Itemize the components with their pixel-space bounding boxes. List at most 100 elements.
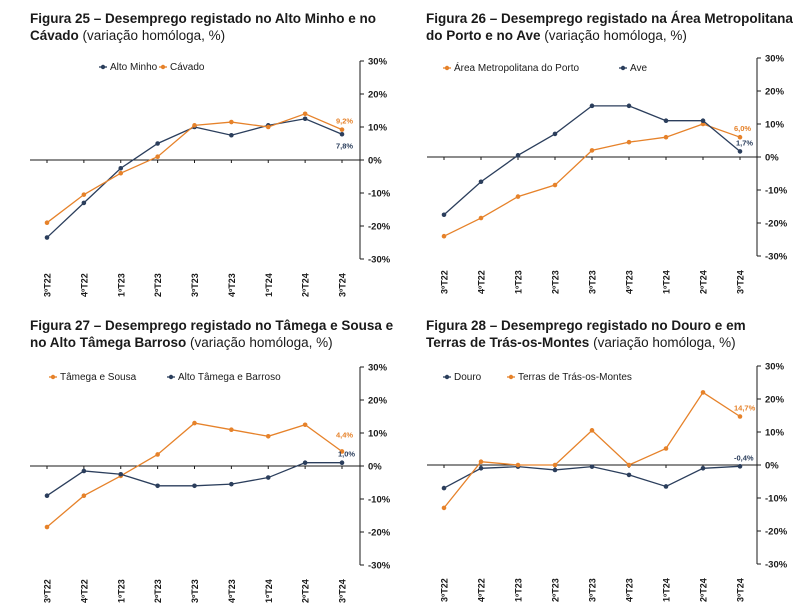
legend-label: Área Metropolitana do Porto <box>454 61 580 74</box>
data-point <box>441 212 447 218</box>
data-point <box>118 471 124 477</box>
data-point <box>478 215 484 221</box>
data-point <box>626 139 632 145</box>
series-line <box>46 422 343 528</box>
end-value-label: 6,0% <box>734 124 751 133</box>
y-tick-label: -30% <box>368 255 391 266</box>
figure-title: Figura 27 – Desemprego registado no Tâme… <box>30 317 400 351</box>
x-tick-label: 4ºT23 <box>227 579 237 603</box>
end-value-label: 4,4% <box>336 430 353 439</box>
data-point <box>515 462 521 468</box>
data-point <box>552 131 558 137</box>
y-tick-label: 30% <box>765 54 785 65</box>
legend-label: Terras de Trás-os-Montes <box>518 372 632 383</box>
figure-28: Figura 28 – Desemprego registado no Dour… <box>400 305 809 609</box>
y-tick-label: 0% <box>368 462 382 473</box>
data-point <box>229 427 234 432</box>
x-tick-label: 1ºT24 <box>662 270 672 294</box>
data-point <box>302 111 308 117</box>
x-tick-label: 3ºT22 <box>440 578 450 602</box>
data-point <box>229 132 234 138</box>
data-point <box>192 420 197 426</box>
figure-title-subtitle: (variação homóloga, %) <box>190 335 333 350</box>
y-tick-label: 30% <box>765 362 785 373</box>
data-point <box>339 449 345 454</box>
data-point <box>229 119 234 125</box>
x-tick-label: 4ºT22 <box>79 273 89 297</box>
x-tick-label: 3ºT23 <box>588 578 598 602</box>
legend-item: Área Metropolitana do Porto <box>443 61 580 74</box>
chart-figure-25: 30% 20% 10% 0% -10% -20% -30% 3ºT22 4ºT22 1ºT23 2º… <box>30 57 391 297</box>
legend-item: Ave <box>619 63 647 74</box>
data-point <box>81 493 87 498</box>
data-point <box>81 200 87 206</box>
series-line <box>443 105 741 216</box>
figure-title-bold: Figura 28 – Desemprego registado no Dour… <box>426 318 746 350</box>
series-line <box>443 465 741 489</box>
x-tick-label: 3ºT24 <box>736 578 746 602</box>
data-point <box>663 484 669 489</box>
data-point <box>81 192 87 197</box>
data-point <box>589 464 595 469</box>
data-point <box>192 483 197 489</box>
legend-label: Tâmega e Sousa <box>60 372 137 383</box>
series-line <box>443 391 741 509</box>
data-point <box>265 434 271 439</box>
x-tick-label: 3ºT22 <box>440 270 450 294</box>
data-point <box>700 121 706 127</box>
x-tick-label: 3ºT23 <box>190 273 200 297</box>
x-tick-label: 3ºT23 <box>190 579 200 603</box>
legend-item: Alto Minho <box>99 62 158 73</box>
data-point <box>155 154 160 159</box>
legend-label: Alto Tâmega e Barroso <box>178 372 281 383</box>
legend-item: Cávado <box>159 62 205 73</box>
legend-swatch-marker <box>50 374 56 380</box>
data-point <box>118 165 124 171</box>
end-value-label: 1,7% <box>736 138 753 147</box>
data-point <box>44 220 50 225</box>
data-point <box>589 428 595 433</box>
legend-swatch-marker <box>444 65 450 71</box>
data-point <box>44 235 50 240</box>
data-point <box>515 153 521 158</box>
data-point <box>81 468 87 474</box>
y-tick-label: 30% <box>368 57 388 68</box>
data-point <box>302 422 308 428</box>
data-point <box>552 462 558 468</box>
series-line <box>46 113 343 224</box>
data-point <box>441 485 447 491</box>
x-tick-label: 1ºT24 <box>264 273 274 297</box>
y-tick-label: -20% <box>765 219 788 230</box>
legend-swatch-marker <box>508 374 514 380</box>
figure-title: Figura 28 – Desemprego registado no Dour… <box>426 317 786 351</box>
y-tick-label: 10% <box>368 123 388 134</box>
legend-label: Ave <box>630 63 647 74</box>
data-point <box>737 134 743 140</box>
legend-swatch-marker <box>168 374 174 380</box>
data-point <box>700 118 706 123</box>
data-point <box>515 194 521 199</box>
legend-swatch-marker <box>100 64 106 70</box>
x-tick-label: 2ºT23 <box>551 270 561 294</box>
data-point <box>737 414 743 419</box>
y-tick-label: -30% <box>765 560 788 571</box>
chart-figure-27: 30% 20% 10% 0% -10% -20% -30% 3ºT22 4ºT22 1ºT23 2º… <box>30 363 391 603</box>
x-tick-label: 2ºT24 <box>301 273 311 297</box>
figure-title: Figura 26 – Desemprego registado na Área… <box>426 10 806 44</box>
x-tick-label: 4ºT23 <box>625 270 635 294</box>
data-point <box>265 124 271 130</box>
data-point <box>302 116 308 122</box>
x-tick-label: 3ºT22 <box>43 273 53 297</box>
figure-title-bold: Figura 27 – Desemprego registado no Tâme… <box>30 318 394 350</box>
figure-title-subtitle: (variação homóloga, %) <box>82 28 226 43</box>
legend-label: Cávado <box>170 62 205 73</box>
y-tick-label: -20% <box>765 527 788 538</box>
data-point <box>441 233 447 239</box>
data-point <box>478 466 484 471</box>
y-tick-label: 20% <box>368 90 388 101</box>
legend-item: Douro <box>443 372 482 383</box>
y-tick-label: -10% <box>368 189 391 200</box>
data-point <box>552 467 558 473</box>
x-tick-label: 1ºT23 <box>514 578 524 602</box>
chart-figure-26: 30% 20% 10% 0% -10% -20% -30% 3ºT22 4ºT22 1ºT23 2º… <box>427 54 788 294</box>
